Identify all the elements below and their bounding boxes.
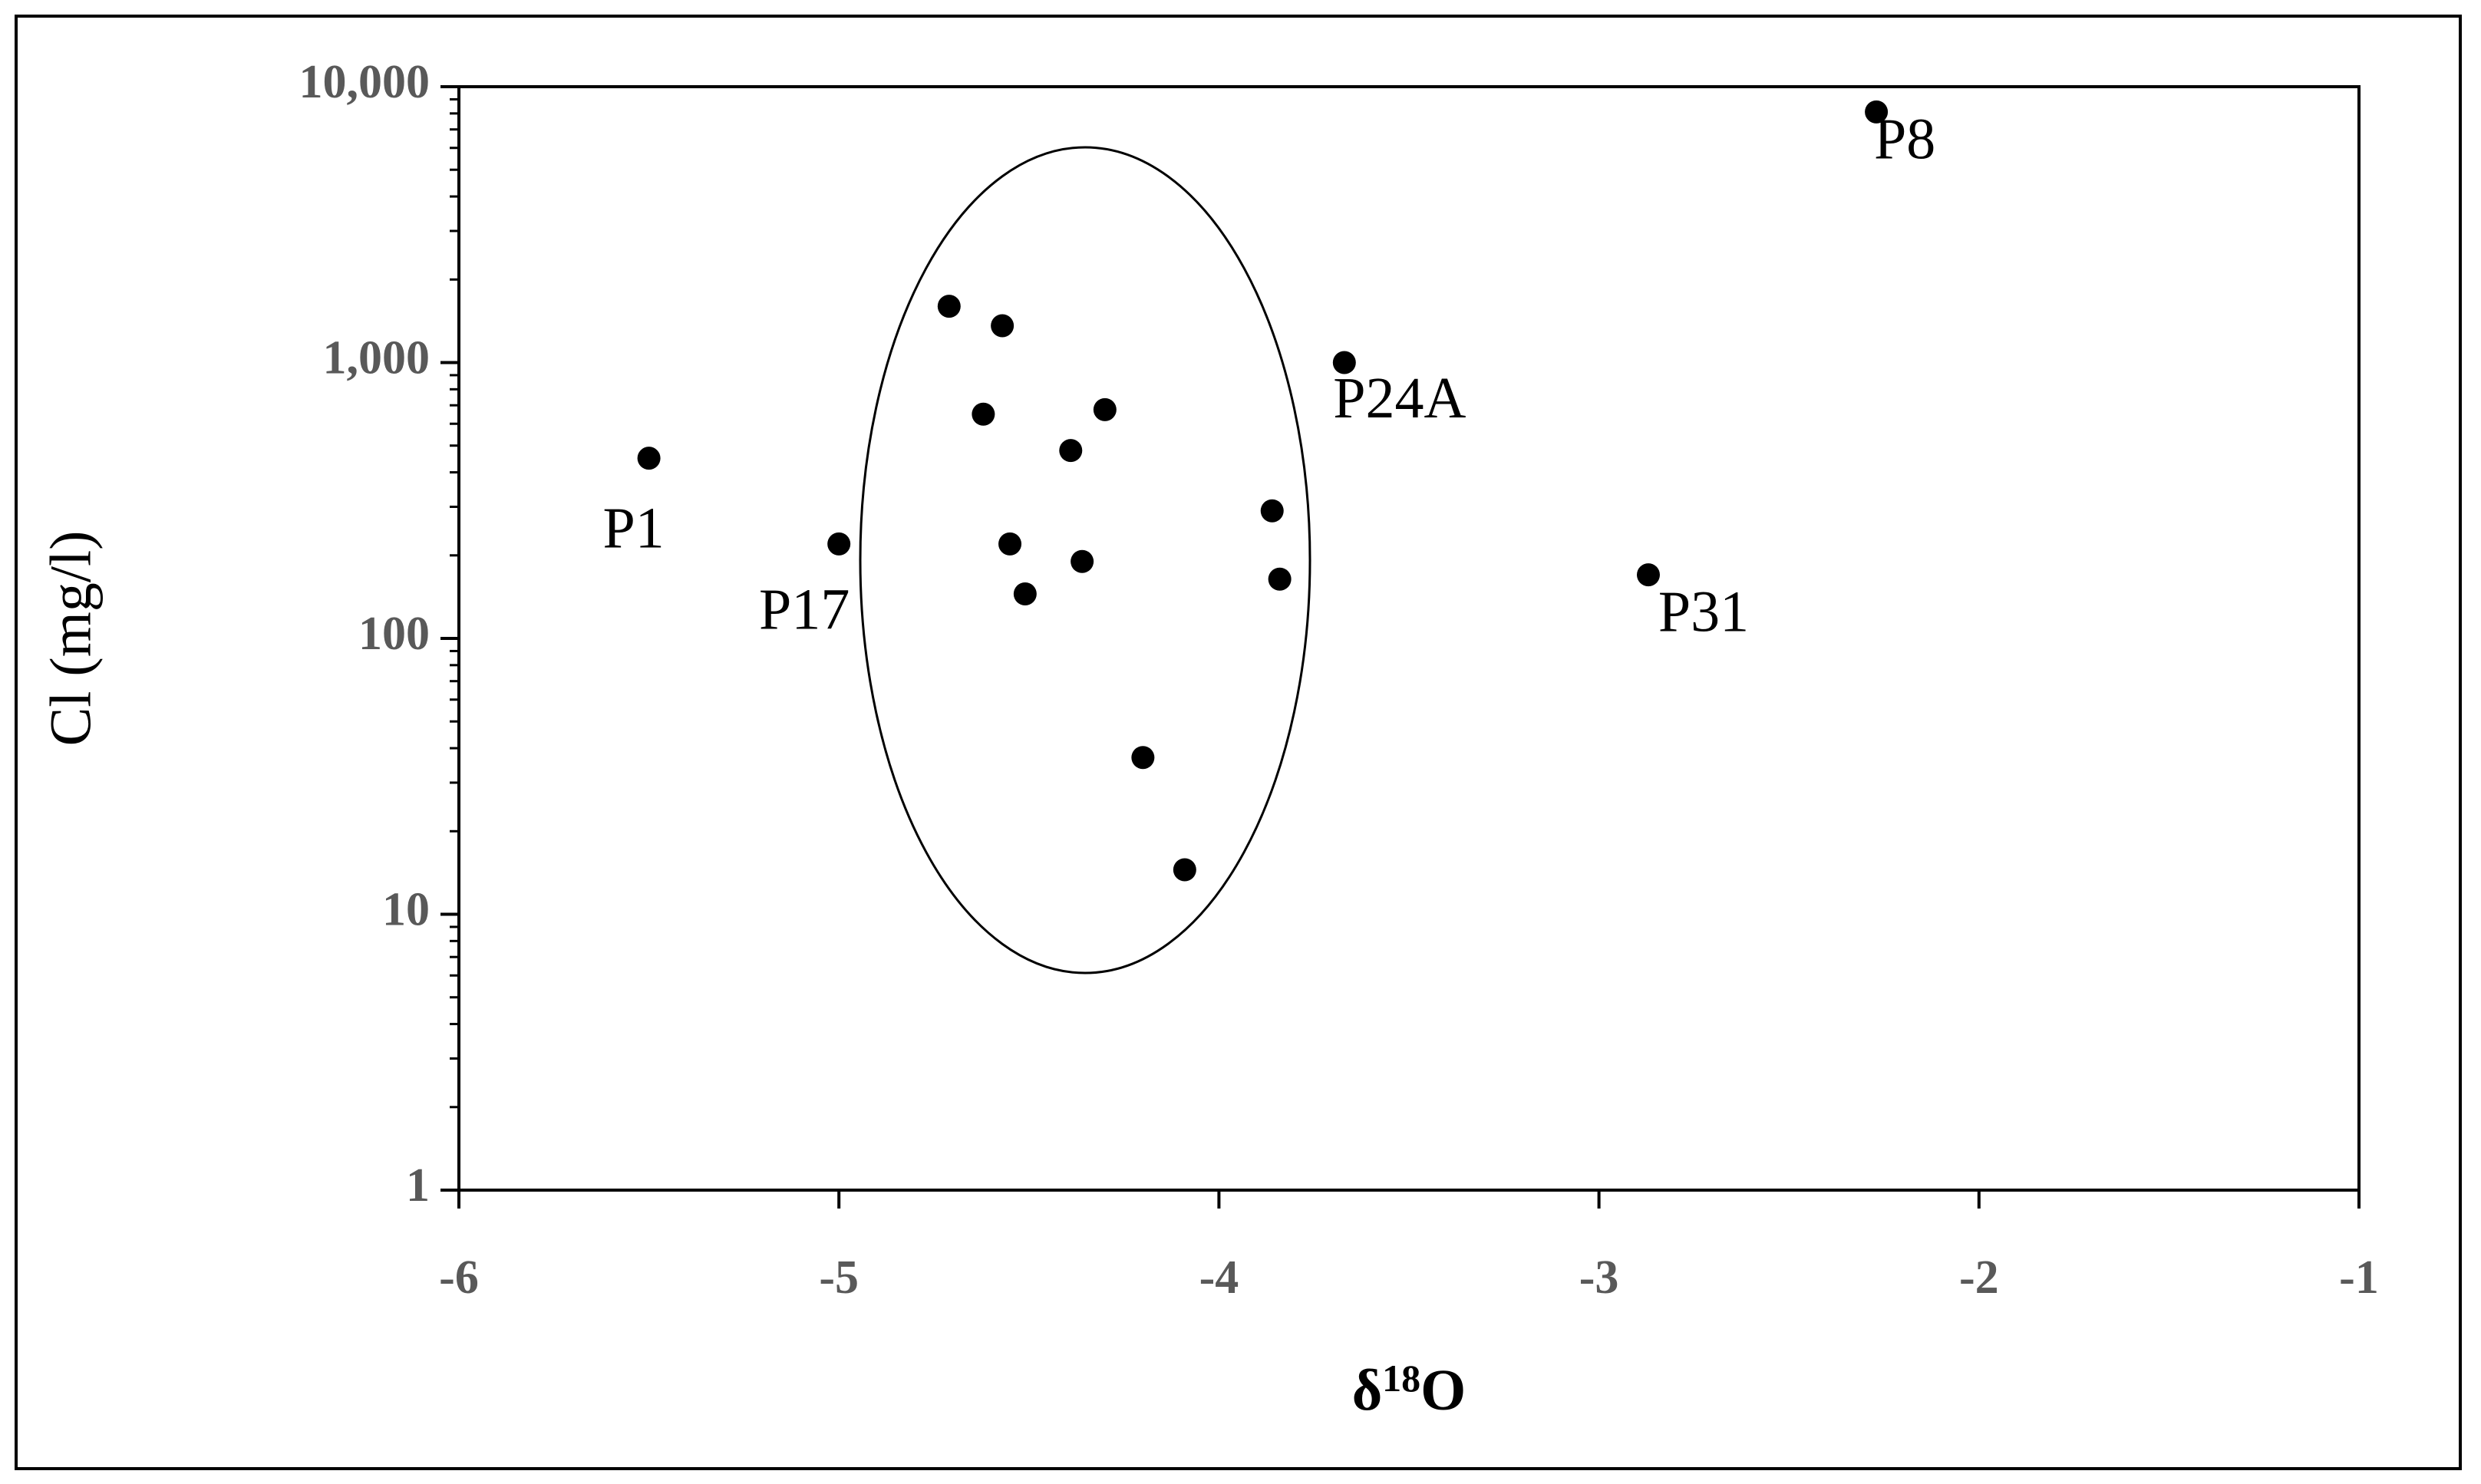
data-point [1268, 567, 1292, 591]
data-point [1260, 499, 1284, 523]
point-label: P1 [602, 496, 664, 561]
point-label: P8 [1874, 107, 1935, 171]
x-tick-label: -5 [819, 1252, 859, 1304]
y-tick-label: 10,000 [299, 56, 431, 108]
data-point [1173, 858, 1196, 882]
y-tick-label: 1,000 [323, 332, 431, 384]
data-point [1071, 549, 1094, 573]
y-tick-label: 1 [406, 1159, 430, 1212]
x-label-suffix: O [1420, 1358, 1466, 1423]
plot-area [457, 85, 2361, 1192]
data-point [972, 402, 995, 426]
x-tick-label: -6 [439, 1252, 479, 1304]
x-axis-label: δ18O [1352, 1357, 1466, 1423]
data-point [1865, 100, 1889, 124]
y-tick-label: 10 [382, 884, 430, 936]
group-ellipse [859, 146, 1311, 974]
data-point [1332, 351, 1356, 374]
y-tick-label: 100 [358, 608, 430, 660]
frame [15, 15, 2462, 1470]
data-point [637, 447, 661, 470]
y-axis-label: Cl (mg/l) [38, 531, 103, 747]
data-point [998, 532, 1022, 556]
data-point [1013, 582, 1037, 605]
x-tick-label: -3 [1579, 1252, 1619, 1304]
data-point [827, 532, 851, 556]
x-tick-label: -2 [1959, 1252, 1999, 1304]
data-point [1131, 746, 1155, 770]
data-point [1093, 397, 1117, 421]
point-label: P31 [1658, 580, 1749, 645]
x-tick-label: -4 [1199, 1252, 1239, 1304]
x-tick-label: -1 [2339, 1252, 2379, 1304]
data-point [991, 314, 1015, 338]
x-label-superscript: 18 [1382, 1357, 1420, 1400]
point-label: P24A [1333, 366, 1466, 430]
data-point [1059, 439, 1083, 463]
x-label-base: δ [1352, 1358, 1382, 1423]
data-point [1636, 563, 1660, 587]
point-label: P17 [759, 577, 850, 641]
data-point [937, 295, 961, 318]
